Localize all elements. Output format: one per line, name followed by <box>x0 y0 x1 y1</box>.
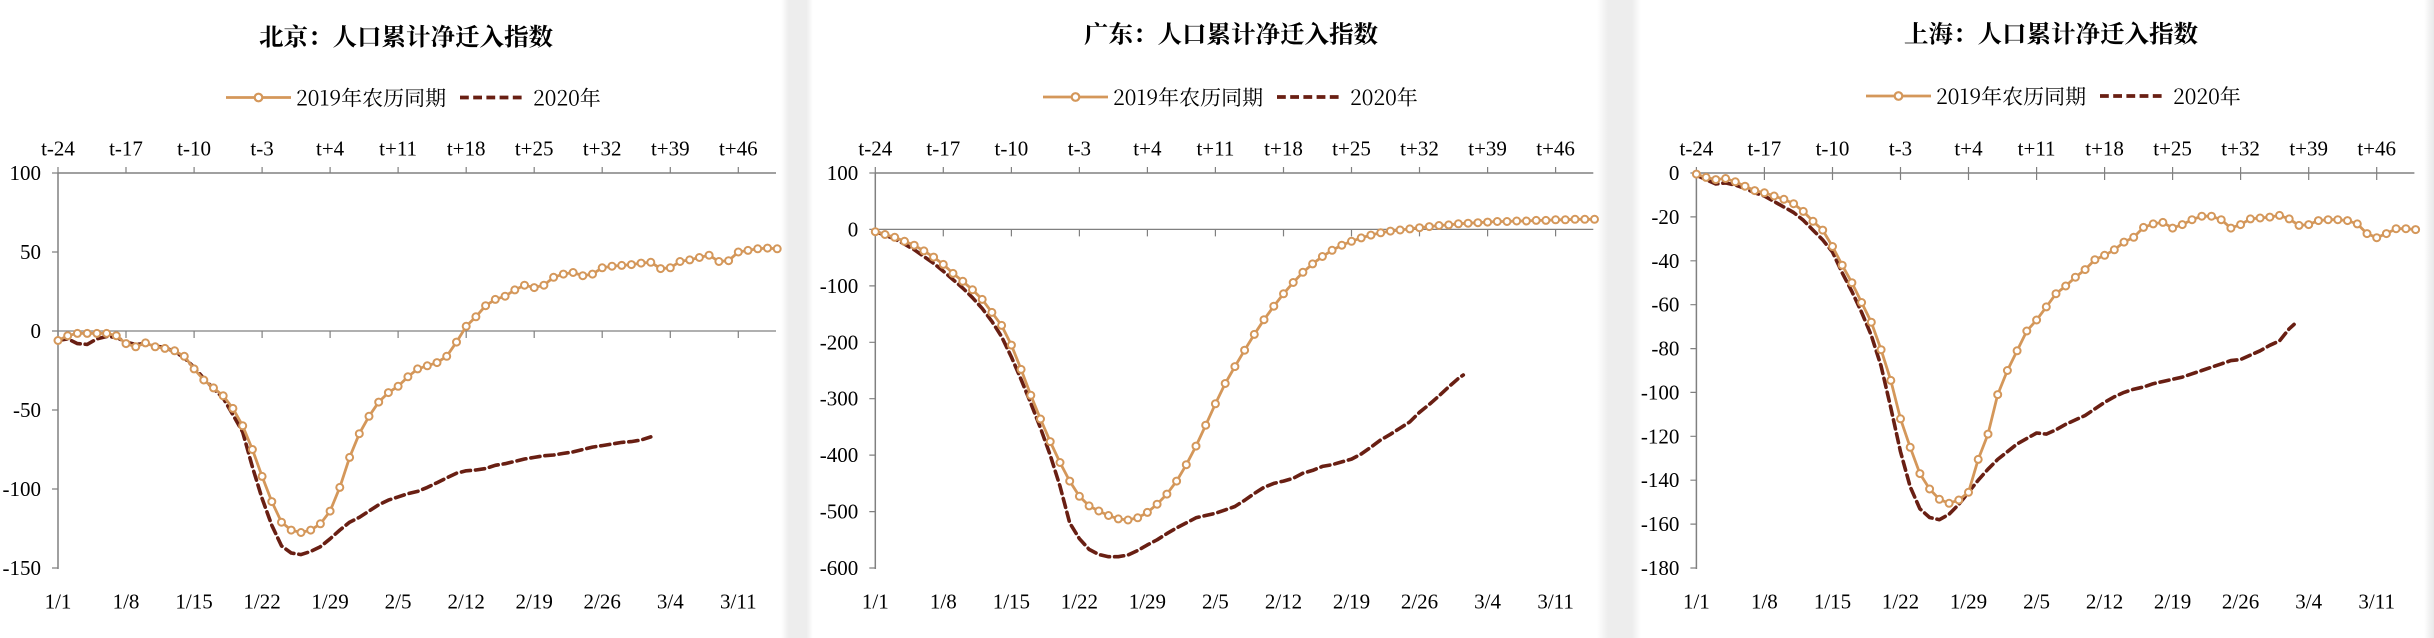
svg-text:-80: -80 <box>1651 337 1679 361</box>
svg-text:-50: -50 <box>13 398 41 422</box>
svg-text:3/4: 3/4 <box>657 590 684 614</box>
svg-text:2/5: 2/5 <box>1202 590 1229 614</box>
svg-text:-100: -100 <box>3 477 42 501</box>
svg-text:1/15: 1/15 <box>993 590 1030 614</box>
svg-text:3/11: 3/11 <box>1537 590 1574 614</box>
svg-text:-500: -500 <box>820 500 859 524</box>
svg-text:1/29: 1/29 <box>1950 590 1987 614</box>
svg-text:2/5: 2/5 <box>385 590 412 614</box>
svg-text:-160: -160 <box>1641 512 1680 536</box>
svg-text:50: 50 <box>20 240 41 264</box>
svg-text:t+4: t+4 <box>316 137 345 161</box>
svg-text:t+4: t+4 <box>1133 137 1162 161</box>
svg-text:-400: -400 <box>820 443 859 467</box>
svg-text:t-10: t-10 <box>177 137 211 161</box>
svg-text:1/1: 1/1 <box>862 590 889 614</box>
svg-text:2/5: 2/5 <box>2023 590 2050 614</box>
svg-text:3/4: 3/4 <box>1474 590 1501 614</box>
svg-text:t+32: t+32 <box>2221 137 2260 161</box>
svg-text:2/26: 2/26 <box>1401 590 1438 614</box>
svg-text:2/19: 2/19 <box>516 590 553 614</box>
svg-text:-60: -60 <box>1651 293 1679 317</box>
svg-text:t-3: t-3 <box>1068 137 1091 161</box>
svg-text:t-24: t-24 <box>1679 137 1713 161</box>
svg-text:100: 100 <box>10 161 42 185</box>
svg-text:-140: -140 <box>1641 468 1680 492</box>
svg-text:t+4: t+4 <box>1954 137 1983 161</box>
svg-text:1/8: 1/8 <box>1751 590 1778 614</box>
svg-text:3/11: 3/11 <box>2358 590 2395 614</box>
svg-text:-150: -150 <box>3 556 42 580</box>
svg-text:-180: -180 <box>1641 556 1680 580</box>
svg-text:t-17: t-17 <box>1747 137 1781 161</box>
svg-text:t+18: t+18 <box>2085 137 2124 161</box>
svg-text:t+46: t+46 <box>2357 137 2396 161</box>
svg-text:0: 0 <box>1669 161 1680 185</box>
svg-text:1/22: 1/22 <box>1882 590 1919 614</box>
svg-text:-100: -100 <box>820 274 859 298</box>
svg-text:1/29: 1/29 <box>311 590 348 614</box>
svg-text:2/12: 2/12 <box>448 590 485 614</box>
svg-text:t-17: t-17 <box>926 137 960 161</box>
svg-text:-40: -40 <box>1651 249 1679 273</box>
svg-text:t+11: t+11 <box>379 137 417 161</box>
svg-text:1/1: 1/1 <box>45 590 72 614</box>
svg-text:0: 0 <box>31 319 42 343</box>
svg-text:t+25: t+25 <box>2153 137 2192 161</box>
svg-text:t+25: t+25 <box>515 137 554 161</box>
svg-text:1/1: 1/1 <box>1683 590 1710 614</box>
svg-text:t+39: t+39 <box>2289 137 2328 161</box>
svg-text:1/29: 1/29 <box>1129 590 1166 614</box>
svg-text:-300: -300 <box>820 387 859 411</box>
svg-text:1/8: 1/8 <box>113 590 140 614</box>
svg-text:2/26: 2/26 <box>584 590 621 614</box>
svg-text:-100: -100 <box>1641 380 1680 404</box>
svg-text:t+11: t+11 <box>1196 137 1234 161</box>
svg-text:t-10: t-10 <box>1816 137 1850 161</box>
svg-text:t+32: t+32 <box>1400 137 1439 161</box>
svg-text:2/19: 2/19 <box>2154 590 2191 614</box>
svg-text:t+39: t+39 <box>651 137 690 161</box>
svg-text:100: 100 <box>827 161 859 185</box>
svg-text:1/15: 1/15 <box>1814 590 1851 614</box>
svg-text:1/22: 1/22 <box>243 590 280 614</box>
svg-text:-20: -20 <box>1651 205 1679 229</box>
svg-text:t-24: t-24 <box>858 137 892 161</box>
svg-text:t+46: t+46 <box>1536 137 1575 161</box>
svg-text:t-24: t-24 <box>41 137 75 161</box>
svg-text:t-3: t-3 <box>1889 137 1912 161</box>
svg-text:t-10: t-10 <box>994 137 1028 161</box>
svg-text:t+11: t+11 <box>2018 137 2056 161</box>
svg-text:-120: -120 <box>1641 424 1680 448</box>
svg-text:3/11: 3/11 <box>720 590 757 614</box>
svg-text:t+25: t+25 <box>1332 137 1371 161</box>
svg-text:-600: -600 <box>820 556 859 580</box>
svg-text:2/19: 2/19 <box>1333 590 1370 614</box>
svg-text:-200: -200 <box>820 330 859 354</box>
svg-text:t-3: t-3 <box>250 137 273 161</box>
svg-text:t+46: t+46 <box>719 137 758 161</box>
svg-text:t-17: t-17 <box>109 137 143 161</box>
svg-text:2/12: 2/12 <box>1265 590 1302 614</box>
svg-text:1/22: 1/22 <box>1061 590 1098 614</box>
svg-text:1/15: 1/15 <box>175 590 212 614</box>
svg-text:t+32: t+32 <box>583 137 622 161</box>
svg-text:t+39: t+39 <box>1468 137 1507 161</box>
svg-text:1/8: 1/8 <box>930 590 957 614</box>
svg-text:t+18: t+18 <box>447 137 486 161</box>
svg-text:3/4: 3/4 <box>2295 590 2322 614</box>
svg-text:2/12: 2/12 <box>2086 590 2123 614</box>
svg-text:t+18: t+18 <box>1264 137 1303 161</box>
svg-text:0: 0 <box>848 217 859 241</box>
svg-text:2/26: 2/26 <box>2222 590 2259 614</box>
